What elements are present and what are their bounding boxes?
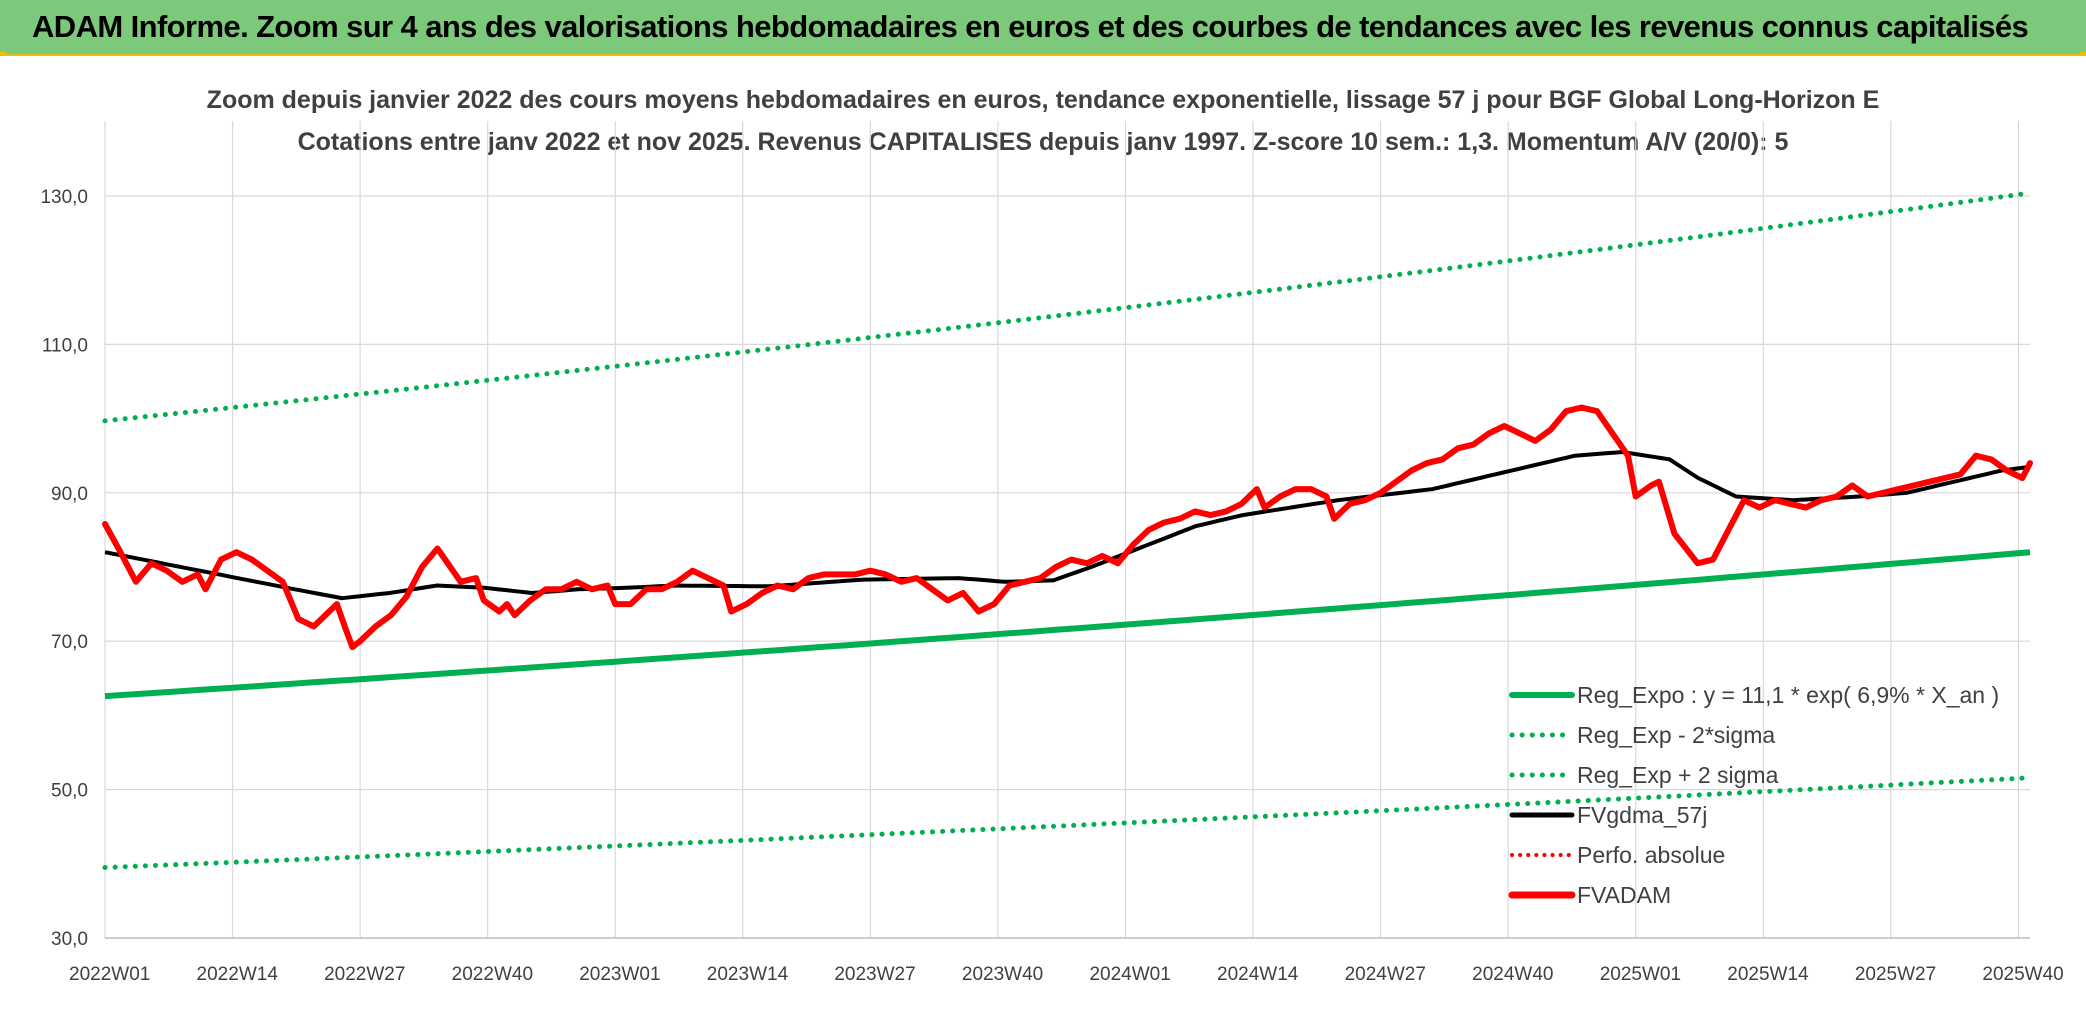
x-tick-label: 2022W27 — [324, 964, 405, 985]
x-tick-label: 2024W27 — [1345, 964, 1426, 985]
x-tick-label: 2023W27 — [834, 964, 915, 985]
y-tick-label: 30,0 — [51, 929, 88, 950]
legend-label: Perfo. absolue — [1577, 842, 1725, 868]
y-tick-label: 110,0 — [42, 335, 88, 356]
y-tick-label: 90,0 — [51, 484, 88, 505]
x-tick-label: 2025W14 — [1727, 964, 1809, 985]
series-reg-exp-minus-2sigma — [102, 775, 2033, 870]
x-tick-label: 2022W01 — [69, 964, 150, 985]
chart-title-group: Zoom depuis janvier 2022 des cours moyen… — [207, 86, 1880, 156]
x-tick-label: 2024W14 — [1217, 964, 1299, 985]
legend-label: FVADAM — [1577, 882, 1671, 908]
legend-label: FVgdma_57j — [1577, 802, 1707, 828]
grid-lines — [104, 121, 2030, 939]
chart-container: Zoom depuis janvier 2022 des cours moyen… — [0, 56, 2086, 1031]
y-tick-label: 70,0 — [51, 632, 88, 653]
y-tick-label: 50,0 — [51, 781, 88, 802]
banner-corner-right — [2080, 52, 2086, 58]
report-title: ADAM Informe. Zoom sur 4 ans des valoris… — [32, 9, 2029, 44]
legend-label: Reg_Exp - 2*sigma — [1577, 722, 1775, 748]
chart-legend: Reg_Expo : y = 11,1 * exp( 6,9% * X_an )… — [1508, 682, 1999, 908]
x-tick-label: 2024W40 — [1472, 964, 1553, 985]
legend-label: Reg_Exp + 2 sigma — [1577, 762, 1779, 788]
chart-title-line2: Cotations entre janv 2022 et nov 2025. R… — [298, 128, 1789, 156]
x-tick-label: 2024W01 — [1089, 964, 1170, 985]
series-reg-exp-plus-2sigma — [102, 190, 2033, 424]
x-axis: 2022W01 2022W14 2022W27 2022W40 2023W01 2023W… — [69, 937, 2064, 985]
report-banner: ADAM Informe. Zoom sur 4 ans des valoris… — [0, 0, 2086, 56]
chart-title-line1: Zoom depuis janvier 2022 des cours moyen… — [207, 86, 1880, 114]
line-chart: Zoom depuis janvier 2022 des cours moyen… — [40, 86, 2064, 985]
x-tick-label: 2025W01 — [1600, 964, 1681, 985]
x-tick-label: 2025W27 — [1855, 964, 1936, 985]
banner-corner-left — [0, 52, 6, 58]
series-reg-expo — [104, 549, 2031, 700]
series-group — [102, 190, 2033, 870]
x-tick-label: 2023W01 — [579, 964, 660, 985]
series-fvadam — [102, 404, 2033, 651]
x-tick-label: 2022W14 — [197, 964, 279, 985]
x-tick-label: 2022W40 — [452, 964, 533, 985]
x-tick-label: 2025W40 — [1982, 964, 2063, 985]
y-tick-label: 130,0 — [40, 187, 88, 208]
x-tick-label: 2023W40 — [962, 964, 1043, 985]
series-fvgdma-57j — [104, 450, 2031, 601]
x-tick-label: 2023W14 — [707, 964, 789, 985]
legend-label: Reg_Expo : y = 11,1 * exp( 6,9% * X_an ) — [1577, 682, 1999, 708]
y-axis: 30,0 50,0 70,0 90,0 110,0 130,0 — [40, 187, 88, 950]
